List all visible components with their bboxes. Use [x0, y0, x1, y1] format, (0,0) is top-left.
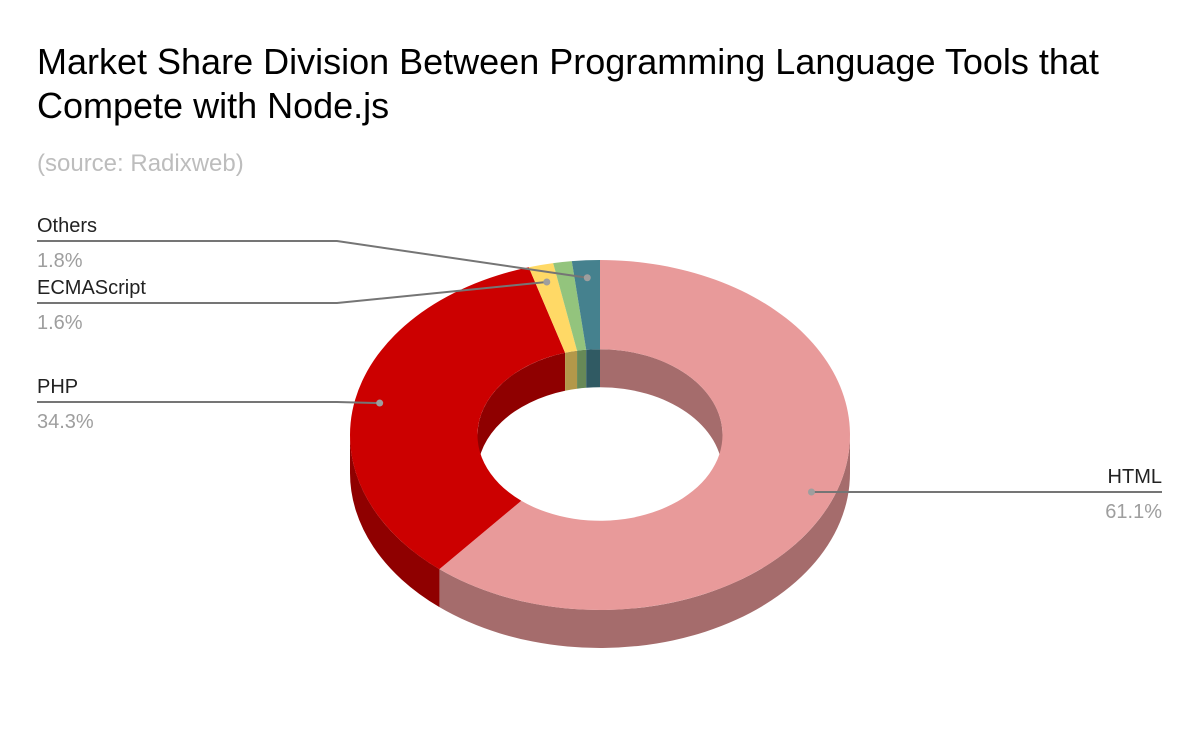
slice-side-php [350, 435, 440, 608]
slice-inner-wall-others [586, 349, 600, 388]
leader-dot-others [583, 274, 591, 282]
leader-dot-html [807, 488, 815, 496]
slice-label-php: PHP [37, 376, 78, 398]
slice-side-html [439, 435, 850, 649]
slice-inner-wall-unlabeled-3 [577, 349, 587, 389]
leader-line-ecmascript [37, 281, 547, 304]
donut-depth-layer [350, 435, 850, 649]
leader-line-others [37, 240, 588, 279]
slice-value-html: 61.1% [1105, 501, 1162, 523]
leader-dot-php [376, 399, 384, 407]
slice-ecmascript [528, 263, 578, 353]
slice-label-ecmascript: ECMAScript [37, 277, 146, 299]
slice-label-html: HTML [1108, 466, 1162, 488]
donut-top-layer [350, 260, 850, 610]
slice-value-php: 34.3% [37, 411, 94, 433]
chart-subtitle: (source: Radixweb) [37, 150, 244, 177]
slice-inner-wall-html [600, 349, 723, 473]
slice-unlabeled-3 [553, 261, 587, 351]
chart-title: Market Share Division Between Programmin… [37, 41, 1099, 126]
slice-inner-wall-php [477, 352, 566, 473]
slice-others [571, 260, 600, 350]
leader-dot-ecmascript [543, 278, 551, 286]
leader-line-php [37, 401, 380, 405]
slice-labels-layer: HTML 61.1% PHP 34.3% ECMAScript 1.6% Others 1.8… [37, 215, 1162, 523]
slice-inner-wall-ecmascript [565, 350, 578, 391]
slice-value-ecmascript: 1.6% [37, 312, 83, 334]
donut-hole-layer [477, 349, 723, 521]
slice-value-others: 1.8% [37, 250, 83, 272]
slice-label-others: Others [37, 215, 97, 237]
slice-html [439, 260, 850, 610]
slice-php [350, 267, 566, 570]
leader-lines-layer [37, 240, 1162, 496]
